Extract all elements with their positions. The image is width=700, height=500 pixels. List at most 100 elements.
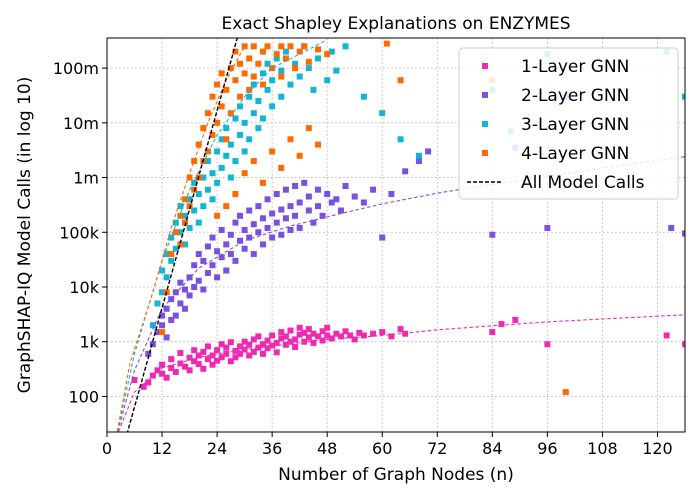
data-point [305, 58, 312, 65]
data-point [204, 186, 211, 193]
data-point [264, 43, 271, 50]
data-point [264, 224, 271, 231]
data-point [191, 283, 198, 290]
data-point [186, 354, 193, 361]
data-point [250, 158, 257, 165]
data-point [287, 203, 294, 210]
data-point [159, 322, 166, 329]
data-point [181, 363, 188, 370]
data-point [186, 196, 193, 203]
data-point [512, 316, 519, 323]
data-point [269, 77, 276, 84]
data-point [172, 229, 179, 236]
data-point [191, 207, 198, 214]
data-point [278, 73, 285, 80]
data-point [159, 267, 166, 274]
data-point [154, 300, 161, 307]
data-point [214, 179, 221, 186]
data-point [223, 203, 230, 210]
legend-marker [482, 92, 488, 98]
data-point [232, 77, 239, 84]
data-point [269, 148, 276, 155]
data-point [218, 164, 225, 171]
data-point [246, 341, 253, 348]
data-point [278, 93, 285, 100]
data-point [259, 115, 266, 122]
data-point [305, 334, 312, 341]
data-point [315, 333, 322, 340]
data-point [250, 81, 257, 88]
y-axis: 100 1k 10k 100k 1m 10m 100m [53, 59, 107, 406]
x-tick-label: 0 [102, 439, 112, 458]
data-point [278, 67, 285, 74]
data-point [214, 212, 221, 219]
data-point [195, 141, 202, 148]
all-model-calls-line [126, 38, 238, 432]
data-point [292, 60, 299, 67]
legend-label: 2-Layer GNN [521, 86, 629, 106]
data-point [333, 67, 340, 74]
data-point [145, 350, 152, 357]
data-point [360, 332, 367, 339]
legend-marker [482, 121, 488, 127]
series-3-fit-line [116, 39, 328, 432]
data-point [250, 348, 257, 355]
data-point [259, 241, 266, 248]
data-point [246, 234, 253, 241]
data-point [682, 93, 685, 100]
data-point [255, 60, 262, 67]
data-point [397, 326, 404, 333]
data-point [200, 174, 207, 181]
data-point [204, 356, 211, 363]
data-point [305, 193, 312, 200]
data-point [223, 86, 230, 93]
data-point [296, 331, 303, 338]
data-point [163, 374, 170, 381]
data-point [177, 241, 184, 248]
data-point [214, 274, 221, 281]
data-point [204, 270, 211, 277]
data-point [259, 350, 266, 357]
data-point [195, 191, 202, 198]
data-point [237, 212, 244, 219]
data-point [200, 125, 207, 132]
data-point [402, 168, 409, 175]
data-point [287, 136, 294, 143]
data-point [223, 136, 230, 143]
data-point [241, 70, 248, 77]
data-point [255, 125, 262, 132]
data-point [218, 254, 225, 261]
data-point [159, 329, 166, 336]
data-point [241, 245, 248, 252]
data-point [204, 243, 211, 250]
data-point [172, 245, 179, 252]
data-point [237, 343, 244, 350]
data-point [168, 251, 175, 258]
data-point [310, 339, 317, 346]
data-point [259, 48, 266, 55]
data-point [177, 229, 184, 236]
data-point [324, 51, 331, 58]
data-point [342, 183, 349, 190]
data-point [282, 333, 289, 340]
data-point [315, 203, 322, 210]
data-point [489, 231, 496, 238]
data-point [246, 55, 253, 62]
data-point [282, 215, 289, 222]
data-point [246, 93, 253, 100]
data-point [163, 334, 170, 341]
data-point [305, 326, 312, 333]
data-point [273, 349, 280, 356]
data-point [181, 196, 188, 203]
legend-label: 4-Layer GNN [521, 144, 629, 164]
data-point [227, 110, 234, 117]
legend: 1-Layer GNN 2-Layer GNN 3-Layer GNN 4-Layer… [458, 47, 679, 200]
x-axis-title: Number of Graph Nodes (n) [278, 465, 514, 485]
data-point [328, 199, 335, 206]
data-point [250, 336, 257, 343]
data-point [186, 292, 193, 299]
data-point [282, 48, 289, 55]
data-point [292, 212, 299, 219]
data-point [241, 43, 248, 50]
